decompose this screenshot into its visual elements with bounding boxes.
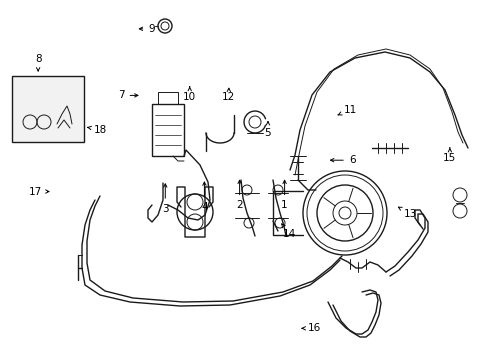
Text: 17: 17 (28, 186, 49, 197)
Text: 10: 10 (183, 87, 196, 102)
Text: 3: 3 (162, 184, 168, 214)
Text: 8: 8 (35, 54, 41, 71)
Text: 18: 18 (87, 125, 107, 135)
Text: 7: 7 (118, 90, 138, 100)
Text: 11: 11 (337, 105, 356, 115)
Text: 13: 13 (398, 207, 417, 219)
Text: 4: 4 (201, 182, 207, 212)
Text: 16: 16 (302, 323, 321, 333)
Bar (158, 92, 178, 104)
Text: 6: 6 (330, 155, 355, 165)
Bar (152, 104, 183, 156)
Text: 14: 14 (281, 224, 296, 239)
Bar (12, 76, 84, 142)
Text: 2: 2 (236, 180, 243, 210)
Text: 9: 9 (139, 24, 155, 34)
Text: 15: 15 (442, 148, 456, 163)
Text: 1: 1 (281, 180, 287, 210)
Text: 5: 5 (264, 122, 271, 138)
Text: 12: 12 (222, 88, 235, 102)
